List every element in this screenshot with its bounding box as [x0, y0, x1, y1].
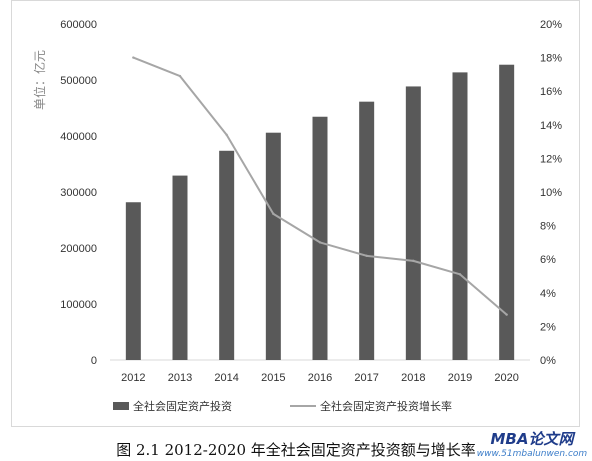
line-point — [365, 254, 368, 258]
y-tick-label: 400000 — [60, 131, 97, 143]
line-point — [318, 241, 322, 244]
legend: 全社会固定资产投资 全社会固定资产投资增长率 — [113, 399, 452, 413]
x-tick-label: 2019 — [448, 372, 472, 384]
y-axis-label: 单位：亿元 — [32, 50, 47, 110]
y2-tick-label: 20% — [540, 19, 562, 31]
left-axis-ticks: 0 100000 200000 300000 400000 500000 600000 — [60, 19, 97, 367]
x-tick-label: 2013 — [168, 372, 192, 384]
bar — [405, 86, 421, 360]
y-tick-label: 500000 — [60, 75, 97, 87]
x-tick-label: 2014 — [214, 372, 238, 384]
line-point — [178, 74, 182, 78]
bar — [125, 202, 141, 360]
line-series — [132, 56, 508, 316]
bar — [265, 132, 281, 360]
y2-tick-label: 16% — [540, 86, 562, 98]
y2-tick-label: 8% — [540, 221, 556, 233]
line-point — [272, 212, 275, 216]
bar — [172, 175, 188, 360]
y2-tick-label: 10% — [540, 187, 562, 199]
y2-tick-label: 4% — [540, 288, 556, 300]
figure-caption: 图 2.1 2012-2020 年全社会固定资产投资额与增长率 — [116, 441, 476, 459]
y-tick-label: 600000 — [60, 19, 97, 31]
line-point — [225, 133, 228, 137]
y-tick-label: 100000 — [60, 299, 97, 311]
x-tick-label: 2020 — [494, 372, 518, 384]
x-axis-ticks: 2012 2013 2014 2015 2016 2017 2018 2019 2020 — [121, 372, 519, 384]
y2-tick-label: 6% — [540, 254, 556, 266]
bar — [219, 150, 235, 360]
x-tick-label: 2018 — [401, 372, 425, 384]
y2-tick-label: 14% — [540, 120, 562, 132]
y-tick-label: 200000 — [60, 243, 97, 255]
x-tick-label: 2015 — [261, 372, 285, 384]
y2-tick-label: 18% — [540, 53, 562, 65]
y2-tick-label: 12% — [540, 153, 562, 165]
chart-frame — [11, 0, 580, 427]
bar-series — [125, 64, 515, 361]
legend-bar-label: 全社会固定资产投资 — [133, 399, 232, 413]
x-tick-label: 2012 — [121, 372, 145, 384]
legend-bar-swatch — [113, 402, 129, 410]
bar — [452, 72, 468, 360]
watermark-title: MBA论文网 — [491, 430, 577, 448]
watermark: MBA论文网 www.51mbalunwen.com — [477, 430, 588, 459]
bar — [359, 101, 375, 360]
line-point — [412, 259, 415, 263]
right-axis-ticks: 0% 2% 4% 6% 8% 10% 12% 14% 16% 18% 20% — [540, 19, 562, 367]
y-tick-label: 0 — [91, 355, 97, 367]
x-tick-label: 2016 — [308, 372, 332, 384]
bar — [312, 116, 328, 361]
bar — [499, 64, 515, 360]
line-point — [132, 56, 135, 59]
y-tick-label: 300000 — [60, 187, 97, 199]
watermark-url: www.51mbalunwen.com — [477, 449, 588, 459]
line-point — [458, 273, 462, 276]
legend-line-label: 全社会固定资产投资增长率 — [320, 399, 452, 413]
y2-tick-label: 2% — [540, 321, 556, 333]
line-point — [505, 313, 508, 316]
y2-tick-label: 0% — [540, 355, 556, 367]
x-tick-label: 2017 — [354, 372, 378, 384]
